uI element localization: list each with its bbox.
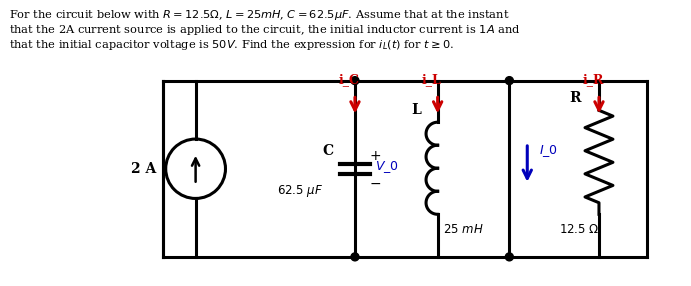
Circle shape [505, 253, 513, 261]
Circle shape [505, 77, 513, 85]
Text: that the 2A current source is applied to the circuit, the initial inductor curre: that the 2A current source is applied to… [10, 23, 521, 37]
Text: +: + [369, 149, 381, 163]
Text: $25\ mH$: $25\ mH$ [443, 223, 483, 236]
Text: $12.5\ \Omega$: $12.5\ \Omega$ [559, 223, 599, 236]
Text: L: L [411, 103, 421, 117]
Circle shape [351, 253, 359, 261]
Text: 2 A: 2 A [131, 162, 155, 176]
Text: R: R [569, 91, 581, 105]
Text: i_R: i_R [583, 74, 604, 87]
Circle shape [351, 77, 359, 85]
Text: $V\_0$: $V\_0$ [375, 159, 399, 175]
Text: i_C: i_C [339, 74, 359, 87]
Text: i_L: i_L [422, 74, 442, 87]
Text: −: − [369, 176, 381, 190]
Text: $62.5\ \mu F$: $62.5\ \mu F$ [277, 182, 323, 198]
Text: that the initial capacitor voltage is $50V$. Find the expression for $i_L(t)$ fo: that the initial capacitor voltage is $5… [10, 38, 455, 52]
Text: $I\_0$: $I\_0$ [539, 143, 558, 159]
Text: C: C [322, 144, 333, 158]
Text: For the circuit below with $R = 12.5\Omega$, $L = 25mH$, $C = 62.5\mu F$. Assume: For the circuit below with $R = 12.5\Ome… [10, 8, 510, 22]
